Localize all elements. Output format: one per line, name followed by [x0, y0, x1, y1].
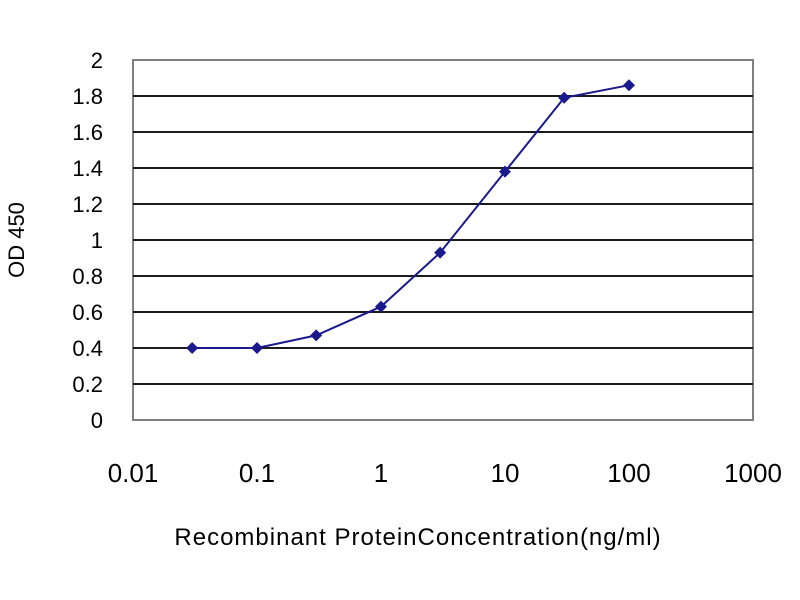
x-tick-labels: 0.01 0.1 1 10 100 1000 [108, 458, 782, 488]
y-tick-label: 1 [91, 228, 103, 253]
x-tick-label: 1000 [724, 458, 782, 488]
y-tick-labels: 0 0.2 0.4 0.6 0.8 1 1.2 1.4 1.6 1.8 2 [72, 48, 103, 433]
x-tick-label: 1 [374, 458, 388, 488]
y-axis-title: OD 450 [4, 202, 29, 278]
series-line [192, 84, 630, 349]
y-tick-label: 1.4 [72, 156, 103, 181]
data-point [251, 342, 263, 354]
data-point [434, 246, 447, 259]
x-tick-label: 0.01 [108, 458, 159, 488]
data-point [375, 300, 387, 313]
x-tick-label: 100 [607, 458, 650, 488]
data-point [623, 79, 635, 92]
y-tick-label: 0.6 [72, 300, 103, 325]
series [186, 79, 635, 354]
y-tick-label: 1.6 [72, 120, 103, 145]
y-tick-label: 0 [91, 408, 103, 433]
x-tick-label: 0.1 [239, 458, 275, 488]
y-tick-label: 0.4 [72, 336, 103, 361]
data-point [186, 342, 199, 354]
y-tick-label: 0.8 [72, 264, 103, 289]
y-tick-label: 1.2 [72, 192, 103, 217]
y-tick-label: 0.2 [72, 372, 103, 397]
data-point [558, 91, 571, 104]
data-point [499, 165, 511, 178]
x-tick-label: 10 [491, 458, 520, 488]
x-axis-title: Recombinant ProteinConcentration(ng/ml) [174, 524, 661, 551]
y-tick-label: 2 [91, 48, 103, 73]
data-point [310, 329, 323, 342]
y-tick-label: 1.8 [72, 84, 103, 109]
